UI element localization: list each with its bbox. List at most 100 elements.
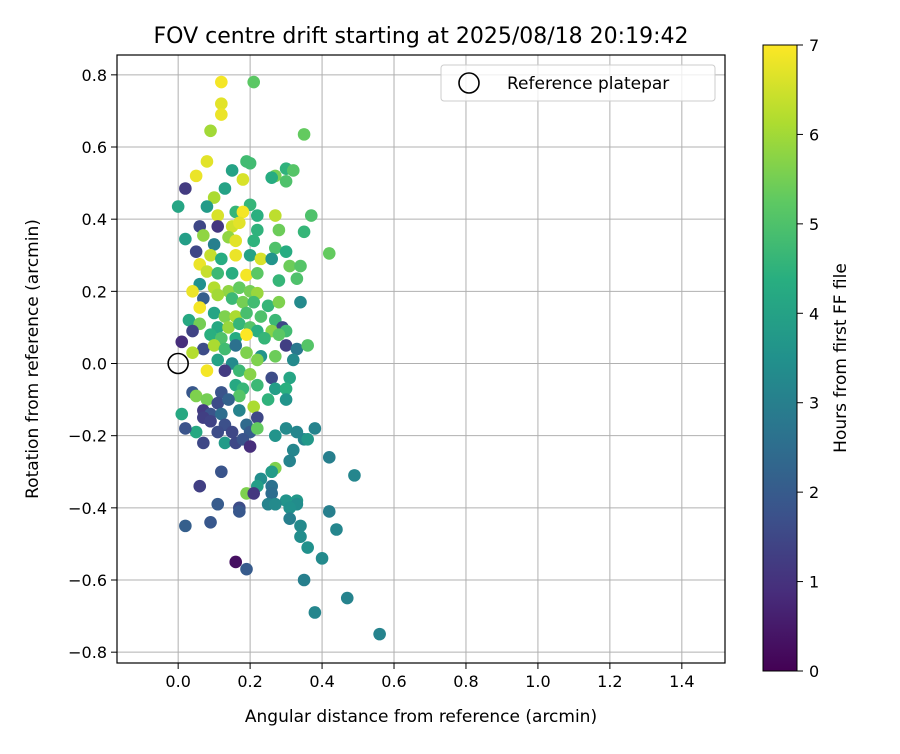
scatter-point [211, 267, 225, 280]
scatter-point [204, 248, 217, 262]
scatter-point [247, 487, 261, 500]
scatter-point [290, 342, 304, 356]
scatter-point [211, 209, 225, 222]
scatter-point [204, 328, 217, 341]
scatter-point [200, 364, 214, 378]
scatter-point [265, 252, 278, 266]
scatter-point [283, 259, 296, 273]
y-axis-label: Rotation from reference (arcmin) [23, 219, 43, 499]
scatter-point [211, 288, 225, 302]
scatter-point [261, 299, 275, 313]
scatter-point [268, 429, 282, 442]
scatter-point [200, 265, 214, 278]
y-tick-label: 0.8 [82, 66, 107, 85]
scatter-point [348, 469, 361, 482]
scatter-point [258, 331, 271, 345]
scatter-point [179, 519, 192, 533]
scatter-point [197, 229, 210, 242]
data-points [171, 75, 386, 641]
scatter-point [225, 292, 239, 305]
colorbar-tick-label: 3 [809, 394, 819, 413]
scatter-point [254, 310, 268, 323]
y-tick-label: 0.4 [82, 210, 107, 229]
scatter-point [207, 339, 221, 352]
scatter-point [236, 173, 250, 186]
scatter-point [322, 247, 336, 260]
scatter-point [373, 627, 386, 641]
colorbar-tick-label: 7 [809, 36, 819, 55]
scatter-point [308, 606, 322, 619]
scatter-point [297, 128, 311, 141]
scatter-point [189, 169, 203, 183]
colorbar-ticks: 0 1 2 3 4 5 6 7 [797, 36, 819, 681]
scatter-point [193, 479, 207, 493]
scatter-point [229, 339, 243, 352]
colorbar-tick-label: 0 [809, 662, 819, 681]
scatter-point [197, 436, 210, 450]
scatter-point [204, 124, 217, 138]
scatter-point [225, 425, 239, 439]
scatter-point [294, 295, 307, 309]
y-tick-label: −0.8 [68, 643, 107, 662]
scatter-point [265, 171, 278, 184]
scatter-point [200, 200, 214, 213]
scatter-point [218, 182, 232, 195]
scatter-point [283, 512, 296, 525]
scatter-point [218, 310, 232, 323]
scatter-point [251, 353, 264, 367]
x-axis-ticks: 0.0 0.2 0.4 0.6 0.8 1.0 1.2 1.4 [165, 663, 695, 691]
y-tick-label: 0.0 [82, 355, 107, 374]
scatter-point [200, 155, 214, 168]
legend: Reference platepar [440, 64, 716, 102]
scatter-point [207, 238, 221, 251]
scatter-point [251, 411, 264, 424]
x-tick-label: 0.4 [309, 672, 334, 691]
scatter-point [247, 75, 261, 89]
scatter-point [225, 267, 239, 280]
legend-label-reference-platepar: Reference platepar [507, 74, 669, 94]
scatter-point [283, 371, 296, 385]
y-axis-ticks: −0.8 −0.6 −0.4 −0.2 0.0 0.2 0.4 0.6 0.8 [68, 66, 117, 662]
reference-marker-group [167, 352, 189, 375]
scatter-point [322, 451, 336, 464]
scatter-point [247, 400, 261, 414]
scatter-point [297, 573, 311, 587]
scatter-point [301, 541, 314, 554]
scatter-point [322, 505, 336, 518]
scatter-point [243, 368, 257, 381]
legend-box [440, 64, 716, 102]
scatter-point [294, 530, 307, 544]
scatter-point [251, 378, 264, 392]
scatter-point [215, 75, 228, 89]
scatter-point [290, 272, 304, 286]
scatter-point [182, 313, 196, 327]
scatter-point [233, 389, 246, 403]
scatter-point [283, 501, 296, 515]
scatter-point [243, 156, 257, 170]
scatter-point [215, 407, 228, 421]
scatter-point [247, 295, 261, 309]
scatter-point [254, 252, 268, 266]
colorbar-label: Hours from first FF file [831, 263, 851, 453]
colorbar-tick-label: 5 [809, 215, 819, 234]
scatter-point [189, 245, 203, 258]
scatter-point [243, 248, 257, 262]
scatter-point [330, 523, 343, 536]
scatter-point [294, 519, 307, 533]
scatter-point [186, 324, 199, 338]
scatter-point [251, 209, 264, 222]
scatter-point [240, 562, 253, 576]
scatter-point [218, 342, 232, 356]
scatter-point [279, 393, 293, 406]
scatter-point [286, 164, 300, 177]
colorbar-tick-label: 6 [809, 125, 819, 144]
scatter-point [251, 223, 264, 237]
scatter-point [204, 414, 217, 428]
scatter-point [225, 164, 239, 177]
scatter-point [261, 393, 275, 406]
scatter-point [211, 425, 225, 439]
scatter-point [233, 216, 246, 230]
scatter-point [272, 274, 286, 287]
scatter-point [265, 487, 278, 500]
